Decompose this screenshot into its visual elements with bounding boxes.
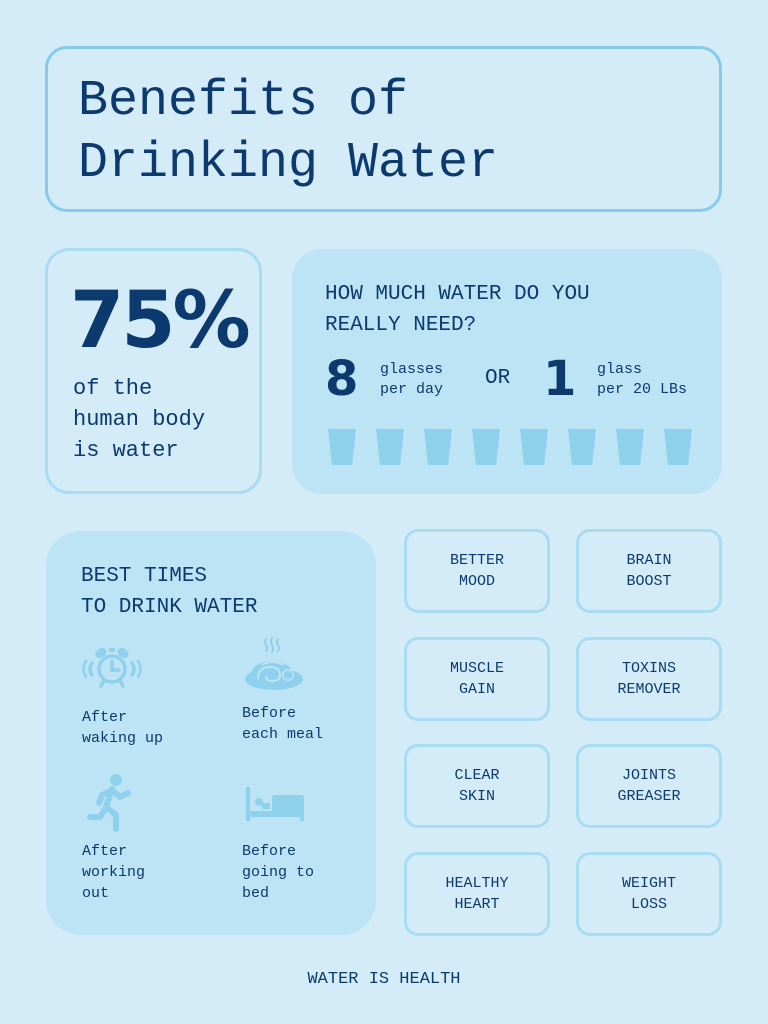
best-times-heading: BEST TIMES TO DRINK WATER [81,565,258,619]
benefit-toxins-remover: TOXINS REMOVER [576,637,722,721]
bed-icon [246,787,304,821]
alarm-clock-icon [82,647,142,688]
option1-number: 8 [325,351,359,407]
benefit-brain-boost: BRAIN BOOST [576,529,722,613]
glasses-row [328,429,692,465]
body-water-stat-card: 75% of the human body is water [45,248,262,494]
glass-icon [376,429,404,465]
best-times-card: BEST TIMES TO DRINK WATER After waking u… [46,531,376,935]
time-item-waking: After waking up [82,643,222,749]
benefit-clear-skin: CLEAR SKIN [404,744,550,828]
stat-description: of the human body is water [73,376,206,463]
time-item-meal: Before each meal [242,637,382,745]
running-person-icon [87,774,131,832]
benefit-healthy-heart: HEALTHY HEART [404,852,550,936]
water-need-card: HOW MUCH WATER DO YOU REALLY NEED? 8 gla… [292,249,722,494]
benefit-muscle-gain: MUSCLE GAIN [404,637,550,721]
benefit-weight-loss: WEIGHT LOSS [576,852,722,936]
glass-icon [328,429,356,465]
title-card: Benefits of Drinking Water [45,46,722,212]
time-label: Before going to bed [242,843,315,902]
glass-icon [616,429,644,465]
option1-text: glasses per day [380,361,444,398]
page-title: Benefits of Drinking Water [78,73,499,192]
benefit-joints-greaser: JOINTS GREASER [576,744,722,828]
glass-icon [424,429,452,465]
water-need-heading: HOW MUCH WATER DO YOU REALLY NEED? [325,283,590,337]
glass-icon [472,429,500,465]
or-separator: OR [485,367,511,390]
option2-text: glass per 20 LBs [597,361,688,398]
water-need-options: 8 glasses per day OR 1 glass per 20 LBs [325,349,705,409]
stat-value: 75% [70,276,251,366]
time-label: Before each meal [242,705,324,743]
glass-icon [520,429,548,465]
meal-plate-icon [245,637,303,690]
glass-icon [568,429,596,465]
option2-number: 1 [543,351,577,407]
time-label: After working out [82,843,146,902]
benefit-better-mood: BETTER MOOD [404,529,550,613]
time-label: After waking up [82,709,164,747]
glass-icon [664,429,692,465]
footer-tagline: WATER IS HEALTH [307,970,461,989]
time-item-workout: After working out [82,773,222,904]
time-item-bed: Before going to bed [242,773,382,904]
